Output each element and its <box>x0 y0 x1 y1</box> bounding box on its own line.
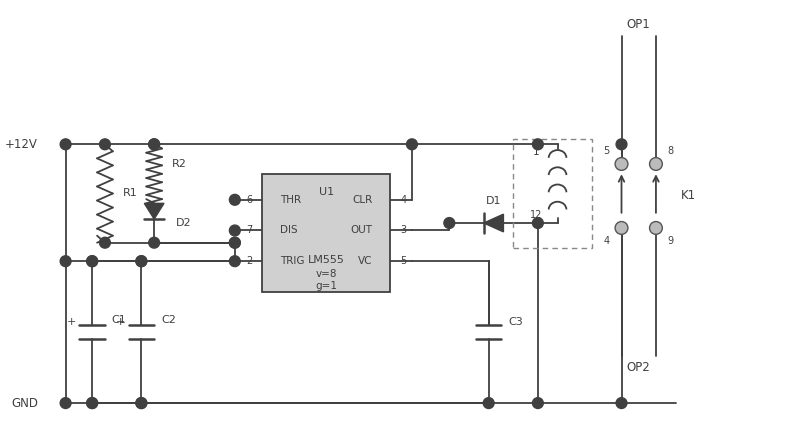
Circle shape <box>60 139 71 150</box>
FancyBboxPatch shape <box>262 174 390 292</box>
Circle shape <box>616 139 627 150</box>
Text: C2: C2 <box>161 315 176 325</box>
Circle shape <box>615 222 628 234</box>
Text: 12: 12 <box>530 210 542 220</box>
Circle shape <box>230 237 240 248</box>
Circle shape <box>99 237 110 248</box>
Text: 8: 8 <box>668 146 674 156</box>
Circle shape <box>136 256 146 267</box>
Text: +: + <box>116 317 126 327</box>
Circle shape <box>650 158 662 170</box>
Circle shape <box>615 158 628 170</box>
Text: 3: 3 <box>400 225 406 236</box>
Circle shape <box>406 139 418 150</box>
Text: D2: D2 <box>176 218 191 228</box>
Circle shape <box>650 222 662 234</box>
Text: D1: D1 <box>486 196 502 207</box>
Circle shape <box>533 398 543 409</box>
Circle shape <box>533 218 543 228</box>
Text: 7: 7 <box>246 225 253 236</box>
Circle shape <box>86 398 98 409</box>
Circle shape <box>533 139 543 150</box>
Text: R2: R2 <box>172 159 186 169</box>
Text: VC: VC <box>358 256 373 266</box>
Text: 4: 4 <box>603 236 610 246</box>
Text: 1: 1 <box>534 147 540 157</box>
Polygon shape <box>484 214 503 232</box>
Circle shape <box>60 398 71 409</box>
Circle shape <box>149 139 159 150</box>
Text: 9: 9 <box>668 236 674 246</box>
Text: 4: 4 <box>400 195 406 205</box>
Circle shape <box>149 139 159 150</box>
Circle shape <box>444 218 454 228</box>
Text: LM555: LM555 <box>308 255 345 265</box>
Text: OP2: OP2 <box>627 361 650 374</box>
Circle shape <box>86 256 98 267</box>
Circle shape <box>230 194 240 205</box>
Text: g=1: g=1 <box>315 281 338 291</box>
Bar <box>514 139 592 248</box>
Circle shape <box>86 398 98 409</box>
Circle shape <box>230 256 240 267</box>
Circle shape <box>136 398 146 409</box>
Text: 5: 5 <box>400 256 406 266</box>
Circle shape <box>483 398 494 409</box>
Text: v=8: v=8 <box>315 269 337 279</box>
Text: +: + <box>67 317 77 327</box>
Text: 6: 6 <box>246 195 253 205</box>
Text: K1: K1 <box>681 190 696 202</box>
Text: OP1: OP1 <box>627 18 650 31</box>
Text: OUT: OUT <box>350 225 373 236</box>
Text: GND: GND <box>11 396 38 409</box>
Text: C1: C1 <box>112 315 126 325</box>
Circle shape <box>616 398 627 409</box>
Circle shape <box>60 256 71 267</box>
Circle shape <box>230 237 240 248</box>
Text: THR: THR <box>280 195 302 205</box>
Text: 5: 5 <box>603 146 610 156</box>
Text: TRIG: TRIG <box>280 256 305 266</box>
Text: R1: R1 <box>122 189 138 198</box>
Circle shape <box>99 139 110 150</box>
Circle shape <box>136 398 146 409</box>
Text: U1: U1 <box>318 187 334 197</box>
Circle shape <box>136 256 146 267</box>
Text: C3: C3 <box>508 317 523 327</box>
Circle shape <box>86 256 98 267</box>
Polygon shape <box>144 203 164 219</box>
Circle shape <box>149 237 159 248</box>
Text: CLR: CLR <box>352 195 373 205</box>
Circle shape <box>230 225 240 236</box>
Text: +12V: +12V <box>5 138 38 151</box>
Text: DIS: DIS <box>280 225 298 236</box>
Text: 2: 2 <box>246 256 253 266</box>
